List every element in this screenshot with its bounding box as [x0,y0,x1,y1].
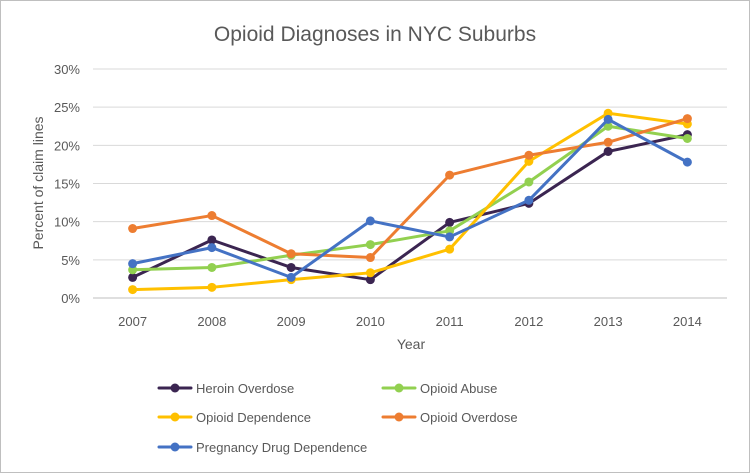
chart-title: Opioid Diagnoses in NYC Suburbs [214,23,536,46]
data-point [445,217,455,227]
x-tick-label: 2013 [594,314,623,329]
legend-label: Opioid Overdose [420,410,518,425]
legend-item: Opioid Dependence [157,410,311,425]
data-point [207,211,217,221]
data-point [603,121,613,131]
legend-marker [394,383,404,393]
legend-item: Heroin Overdose [157,381,294,396]
y-axis-title: Percent of claim lines [30,116,46,249]
legend-marker [170,383,180,393]
data-point [603,146,613,156]
legend-item: Pregnancy Drug Dependence [157,440,367,455]
data-point [524,177,534,187]
series-pregnancy-drug-dependence [128,114,692,282]
y-axis-ticks: 0% 5% 10% 15% 20% 25% 30% [54,62,80,306]
data-point [524,195,534,205]
y-tick-label: 30% [54,62,80,77]
x-tick-label: 2011 [436,314,464,329]
x-tick-label: 2014 [673,314,702,329]
legend-label: Opioid Abuse [420,381,497,396]
y-tick-label: 20% [54,138,80,153]
series-line [131,124,689,272]
data-point [207,243,217,253]
legend: Heroin Overdose Opioid Abuse Opioid Depend… [157,381,518,455]
y-tick-label: 25% [54,100,80,115]
x-tick-label: 2010 [356,314,385,329]
legend-label: Opioid Dependence [196,410,311,425]
series-lines [128,108,692,295]
legend-item: Opioid Overdose [381,410,518,425]
data-point [286,272,296,282]
x-tick-label: 2007 [118,314,147,329]
series-line [131,117,689,260]
legend-item: Opioid Abuse [381,381,497,396]
data-point [682,133,692,143]
x-axis-title: Year [397,336,426,352]
data-point [207,235,217,245]
data-point [445,232,455,242]
data-point [603,137,613,147]
series-heroin-overdose [128,130,692,285]
series-line [131,111,689,292]
data-point [128,259,138,269]
y-tick-label: 0% [61,291,80,306]
data-point [286,249,296,259]
data-point [365,275,375,285]
data-point [603,114,613,124]
data-point [365,216,375,226]
legend-marker [170,412,180,422]
data-point [682,157,692,167]
data-point [682,114,692,124]
x-axis-ticks: 2007 2008 2009 2010 2011 2012 2013 2014 [118,314,702,329]
y-tick-label: 15% [54,177,80,192]
data-point [128,285,138,295]
legend-label: Heroin Overdose [196,381,294,396]
data-point [445,244,455,254]
gridlines [93,68,727,299]
data-point [524,150,534,160]
series-line [131,117,689,279]
series-opioid-overdose [128,114,692,263]
y-tick-label: 5% [61,253,80,268]
data-point [128,224,138,234]
legend-label: Pregnancy Drug Dependence [196,440,367,455]
data-point [365,253,375,263]
data-point [365,268,375,278]
x-tick-label: 2012 [514,314,543,329]
data-point [365,240,375,250]
legend-marker [170,442,180,452]
series-line [131,133,689,282]
legend-marker [394,412,404,422]
y-tick-label: 10% [54,215,80,230]
x-tick-label: 2008 [197,314,226,329]
data-point [207,262,217,272]
x-tick-label: 2009 [277,314,306,329]
data-point [207,282,217,292]
data-point [128,272,138,282]
data-point [286,262,296,272]
data-point [445,170,455,180]
